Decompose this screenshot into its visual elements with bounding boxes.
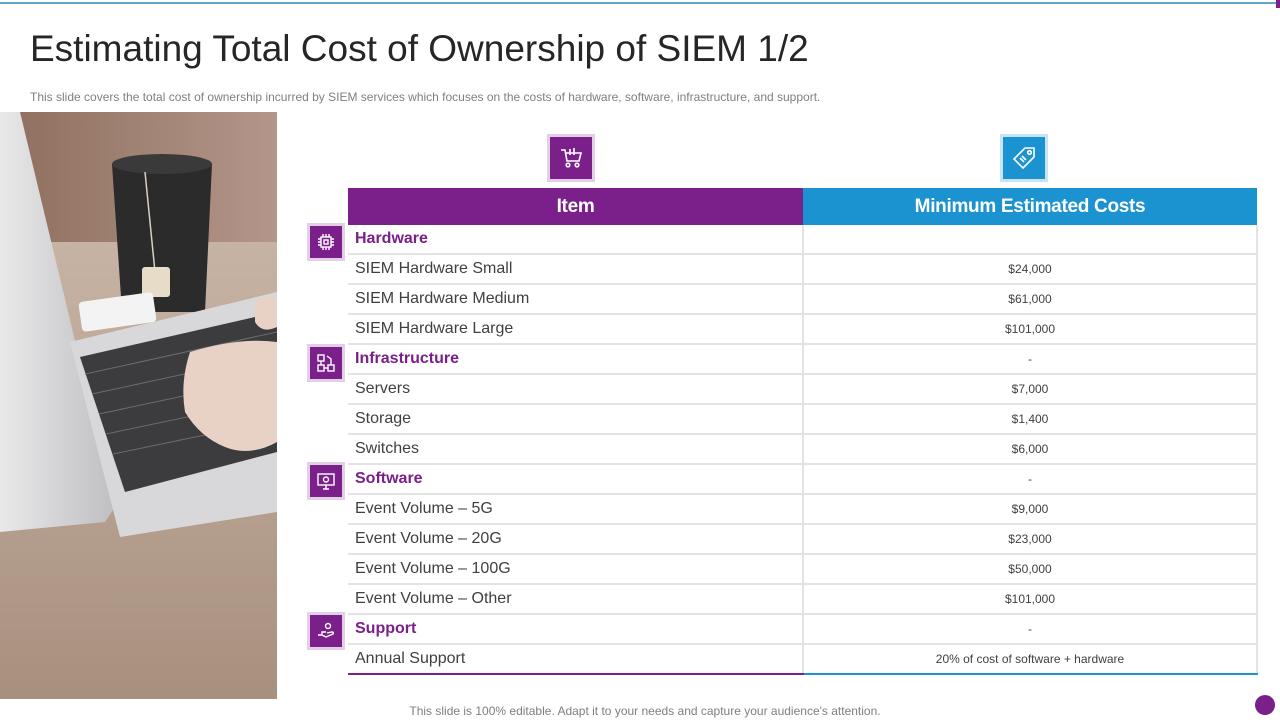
- category-label: Software: [348, 464, 803, 495]
- item-cell: SIEM Hardware Small: [348, 254, 803, 285]
- cost-cell: $101,000: [802, 314, 1258, 345]
- page-subtitle: This slide covers the total cost of owne…: [30, 90, 821, 104]
- category-value: -: [802, 614, 1258, 645]
- table-row: Event Volume – 100G $50,000: [348, 554, 1258, 585]
- category-row-infrastructure: Infrastructure -: [348, 344, 1258, 375]
- column-header-item: Item: [348, 188, 803, 225]
- table-row: SIEM Hardware Small $24,000: [348, 254, 1258, 285]
- cost-cell: $101,000: [802, 584, 1258, 615]
- category-label: Hardware: [348, 225, 803, 255]
- price-tag-icon: [1000, 134, 1048, 182]
- top-corner-accent: [1276, 0, 1280, 8]
- corner-dot: [1255, 695, 1275, 715]
- cost-cell: $23,000: [802, 524, 1258, 555]
- item-cell: Annual Support: [348, 644, 803, 675]
- cost-cell: $9,000: [802, 494, 1258, 525]
- category-value: -: [802, 464, 1258, 495]
- column-header-cost: Minimum Estimated Costs: [803, 188, 1257, 225]
- table-row: Event Volume – Other $101,000: [348, 584, 1258, 615]
- table-header-row: Item Minimum Estimated Costs: [348, 188, 1257, 225]
- page-title: Estimating Total Cost of Ownership of SI…: [30, 28, 809, 69]
- chip-icon: [307, 223, 345, 261]
- table-row: SIEM Hardware Large $101,000: [348, 314, 1258, 345]
- category-row-support: Support -: [348, 614, 1258, 645]
- cost-cell: $24,000: [802, 254, 1258, 285]
- table-row: Annual Support 20% of cost of software +…: [348, 644, 1258, 675]
- item-cell: SIEM Hardware Medium: [348, 284, 803, 315]
- cost-cell: $50,000: [802, 554, 1258, 585]
- category-row-hardware: Hardware: [348, 225, 1258, 255]
- item-cell: SIEM Hardware Large: [348, 314, 803, 345]
- item-cell: Event Volume – 100G: [348, 554, 803, 585]
- footer-note: This slide is 100% editable. Adapt it to…: [409, 704, 881, 718]
- cost-cell: $61,000: [802, 284, 1258, 315]
- table-row: Servers $7,000: [348, 374, 1258, 405]
- laptop-photo: [0, 112, 277, 699]
- category-label: Infrastructure: [348, 344, 803, 375]
- shopping-cart-icon: [547, 134, 595, 182]
- network-icon: [307, 344, 345, 382]
- item-cell: Switches: [348, 434, 803, 465]
- table-row: SIEM Hardware Medium $61,000: [348, 284, 1258, 315]
- monitor-icon: [307, 462, 345, 500]
- table-row: Storage $1,400: [348, 404, 1258, 435]
- table-row: Switches $6,000: [348, 434, 1258, 465]
- item-cell: Event Volume – 20G: [348, 524, 803, 555]
- table-row: Event Volume – 5G $9,000: [348, 494, 1258, 525]
- cost-cell: 20% of cost of software + hardware: [802, 644, 1258, 675]
- item-cell: Storage: [348, 404, 803, 435]
- cost-table: Item Minimum Estimated Costs Hardware SI…: [348, 188, 1258, 675]
- cost-cell: $7,000: [802, 374, 1258, 405]
- item-cell: Servers: [348, 374, 803, 405]
- category-label: Support: [348, 614, 803, 645]
- top-accent-line: [0, 2, 1280, 4]
- item-cell: Event Volume – 5G: [348, 494, 803, 525]
- hand-support-icon: [307, 612, 345, 650]
- category-value: [802, 225, 1258, 255]
- cost-cell: $6,000: [802, 434, 1258, 465]
- item-cell: Event Volume – Other: [348, 584, 803, 615]
- table-row: Event Volume – 20G $23,000: [348, 524, 1258, 555]
- category-row-software: Software -: [348, 464, 1258, 495]
- category-value: -: [802, 344, 1258, 375]
- cost-cell: $1,400: [802, 404, 1258, 435]
